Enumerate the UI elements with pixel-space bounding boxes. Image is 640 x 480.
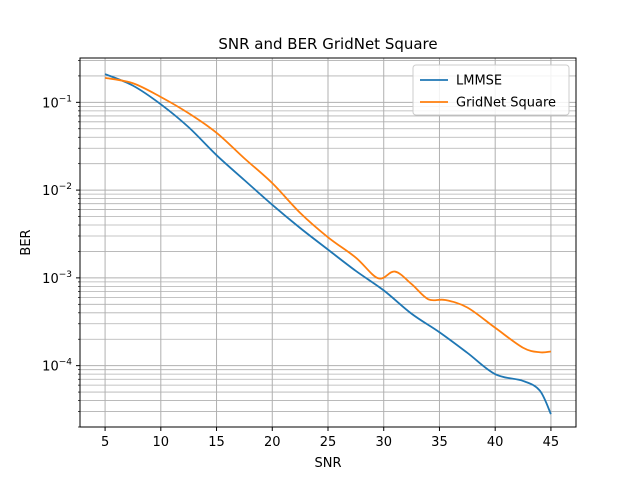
y-axis-label: BER bbox=[19, 229, 34, 255]
x-tick-label: 40 bbox=[487, 435, 504, 450]
y-tick-base: 10 bbox=[42, 96, 59, 111]
series-line-lmmse bbox=[104, 73, 552, 415]
chart-title: SNR and BER GridNet Square bbox=[218, 35, 437, 53]
series-line-gridnet-square bbox=[104, 76, 552, 354]
x-tick-label: 25 bbox=[320, 435, 337, 450]
y-tick-label: 10−2 bbox=[42, 182, 72, 199]
y-tick-label: 10−4 bbox=[42, 358, 72, 375]
legend: LMMSE GridNet Square bbox=[412, 64, 570, 116]
y-tick-exponent: −4 bbox=[59, 358, 73, 368]
y-tick-base: 10 bbox=[42, 272, 59, 287]
y-tick-exponent: −3 bbox=[59, 270, 72, 280]
x-tick-label: 15 bbox=[208, 435, 225, 450]
y-tick-base: 10 bbox=[42, 360, 59, 375]
y-tick-label: 10−1 bbox=[42, 94, 72, 111]
x-tick-label: 30 bbox=[375, 435, 392, 450]
y-tick-exponent: −1 bbox=[59, 94, 72, 104]
x-tick-label: 10 bbox=[153, 435, 170, 450]
y-tick-base: 10 bbox=[42, 184, 59, 199]
series-layer bbox=[104, 73, 552, 415]
x-tick-label: 45 bbox=[543, 435, 560, 450]
legend-box bbox=[412, 64, 570, 116]
y-tick-label: 10−3 bbox=[42, 270, 72, 287]
legend-label: LMMSE bbox=[456, 74, 502, 89]
legend-label: GridNet Square bbox=[456, 96, 556, 111]
x-tick-label: 20 bbox=[264, 435, 281, 450]
y-tick-exponent: −2 bbox=[59, 182, 72, 192]
x-tick-label: 35 bbox=[431, 435, 448, 450]
x-axis-label: SNR bbox=[314, 456, 341, 471]
x-tick-label: 5 bbox=[101, 435, 109, 450]
